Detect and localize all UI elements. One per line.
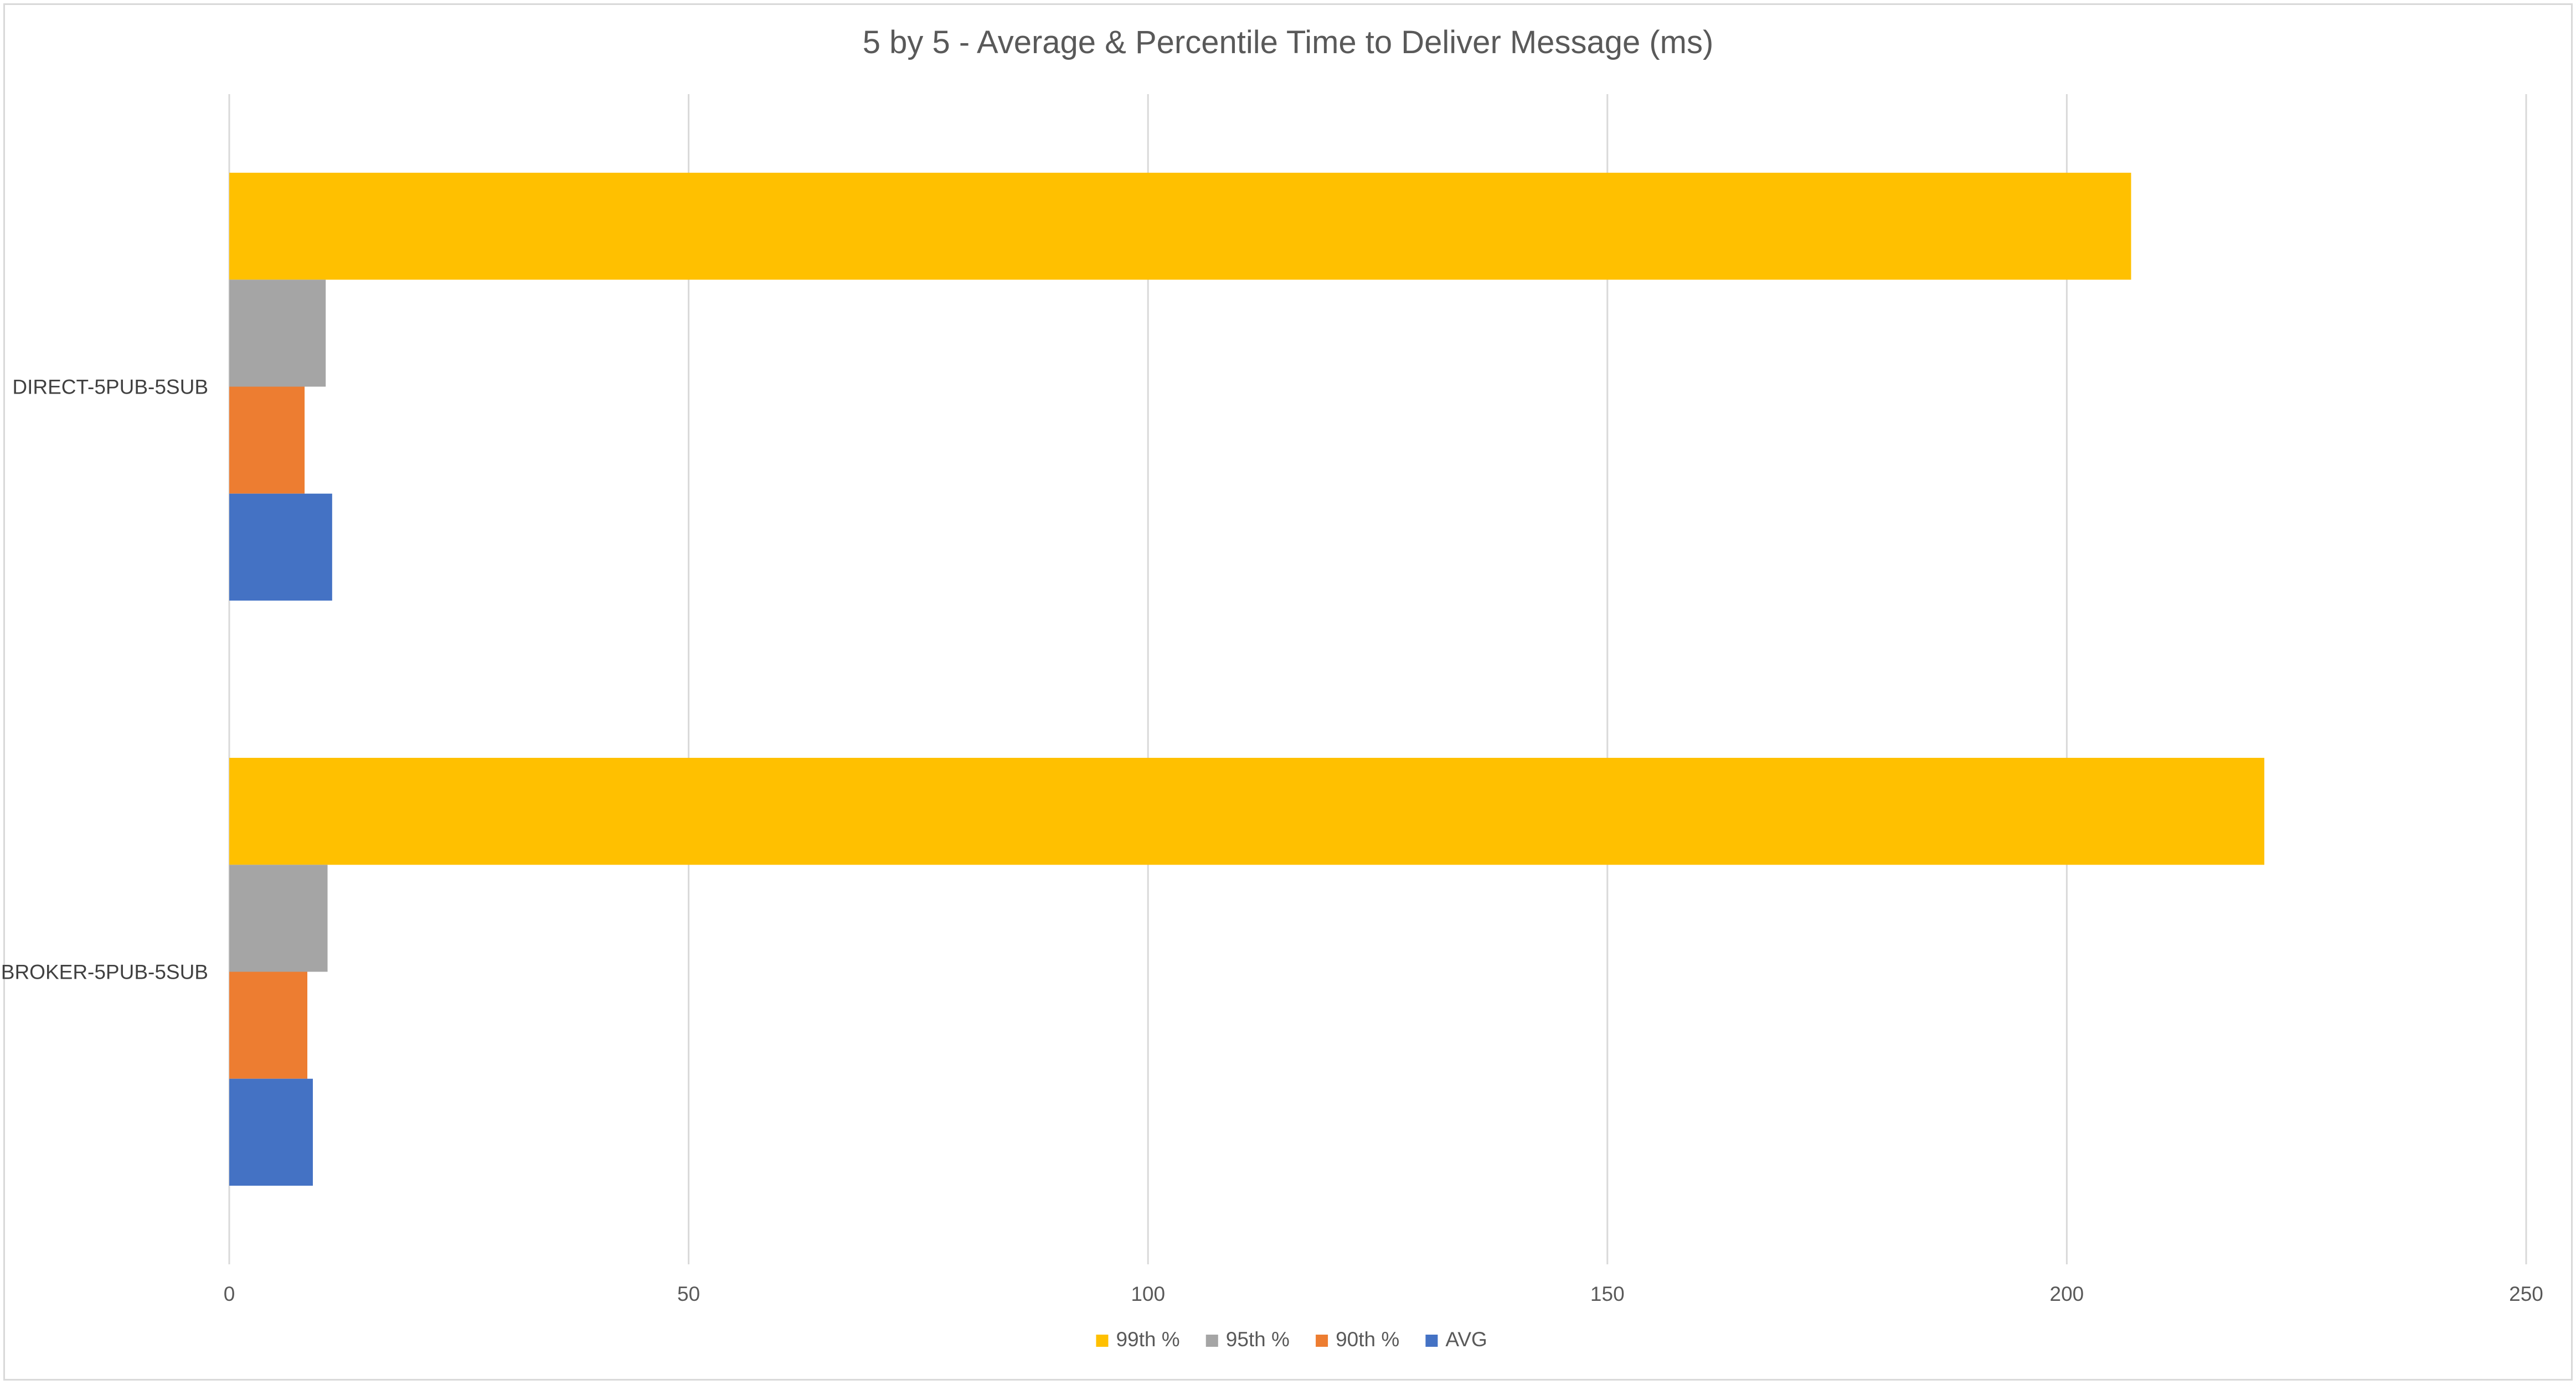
bar	[229, 493, 332, 601]
x-tick-label: 250	[2509, 1283, 2543, 1305]
bar	[229, 971, 308, 1079]
bar	[229, 758, 2265, 865]
x-tick-label: 200	[2050, 1283, 2084, 1305]
category-label: BROKER-5PUB-5SUB	[1, 961, 208, 984]
chart-title: 5 by 5 - Average & Percentile Time to De…	[863, 24, 1714, 60]
bar	[229, 173, 2131, 280]
bar	[229, 865, 328, 972]
legend-label: 90th %	[1336, 1328, 1399, 1351]
legend-label: AVG	[1445, 1328, 1487, 1351]
legend-swatch	[1316, 1335, 1328, 1347]
category-label: DIRECT-5PUB-5SUB	[12, 376, 208, 399]
legend-label: 99th %	[1116, 1328, 1179, 1351]
bar	[229, 1078, 313, 1186]
x-tick-label: 150	[1590, 1283, 1625, 1305]
legend-swatch	[1425, 1335, 1438, 1347]
legend: 99th % 95th % 90th % AVG	[1096, 1328, 1487, 1351]
x-axis-ticks: 0 50 100 150 200 250	[224, 1283, 2543, 1305]
legend-label: 95th %	[1226, 1328, 1290, 1351]
x-tick-label: 50	[677, 1283, 700, 1305]
bar	[229, 386, 305, 494]
legend-swatch	[1205, 1335, 1218, 1347]
y-axis-categories: DIRECT-5PUB-5SUB BROKER-5PUB-5SUB	[1, 376, 208, 984]
bars	[229, 173, 2265, 1186]
bar	[229, 280, 326, 387]
x-tick-label: 100	[1131, 1283, 1165, 1305]
x-tick-label: 0	[224, 1283, 235, 1305]
legend-swatch	[1096, 1335, 1109, 1347]
